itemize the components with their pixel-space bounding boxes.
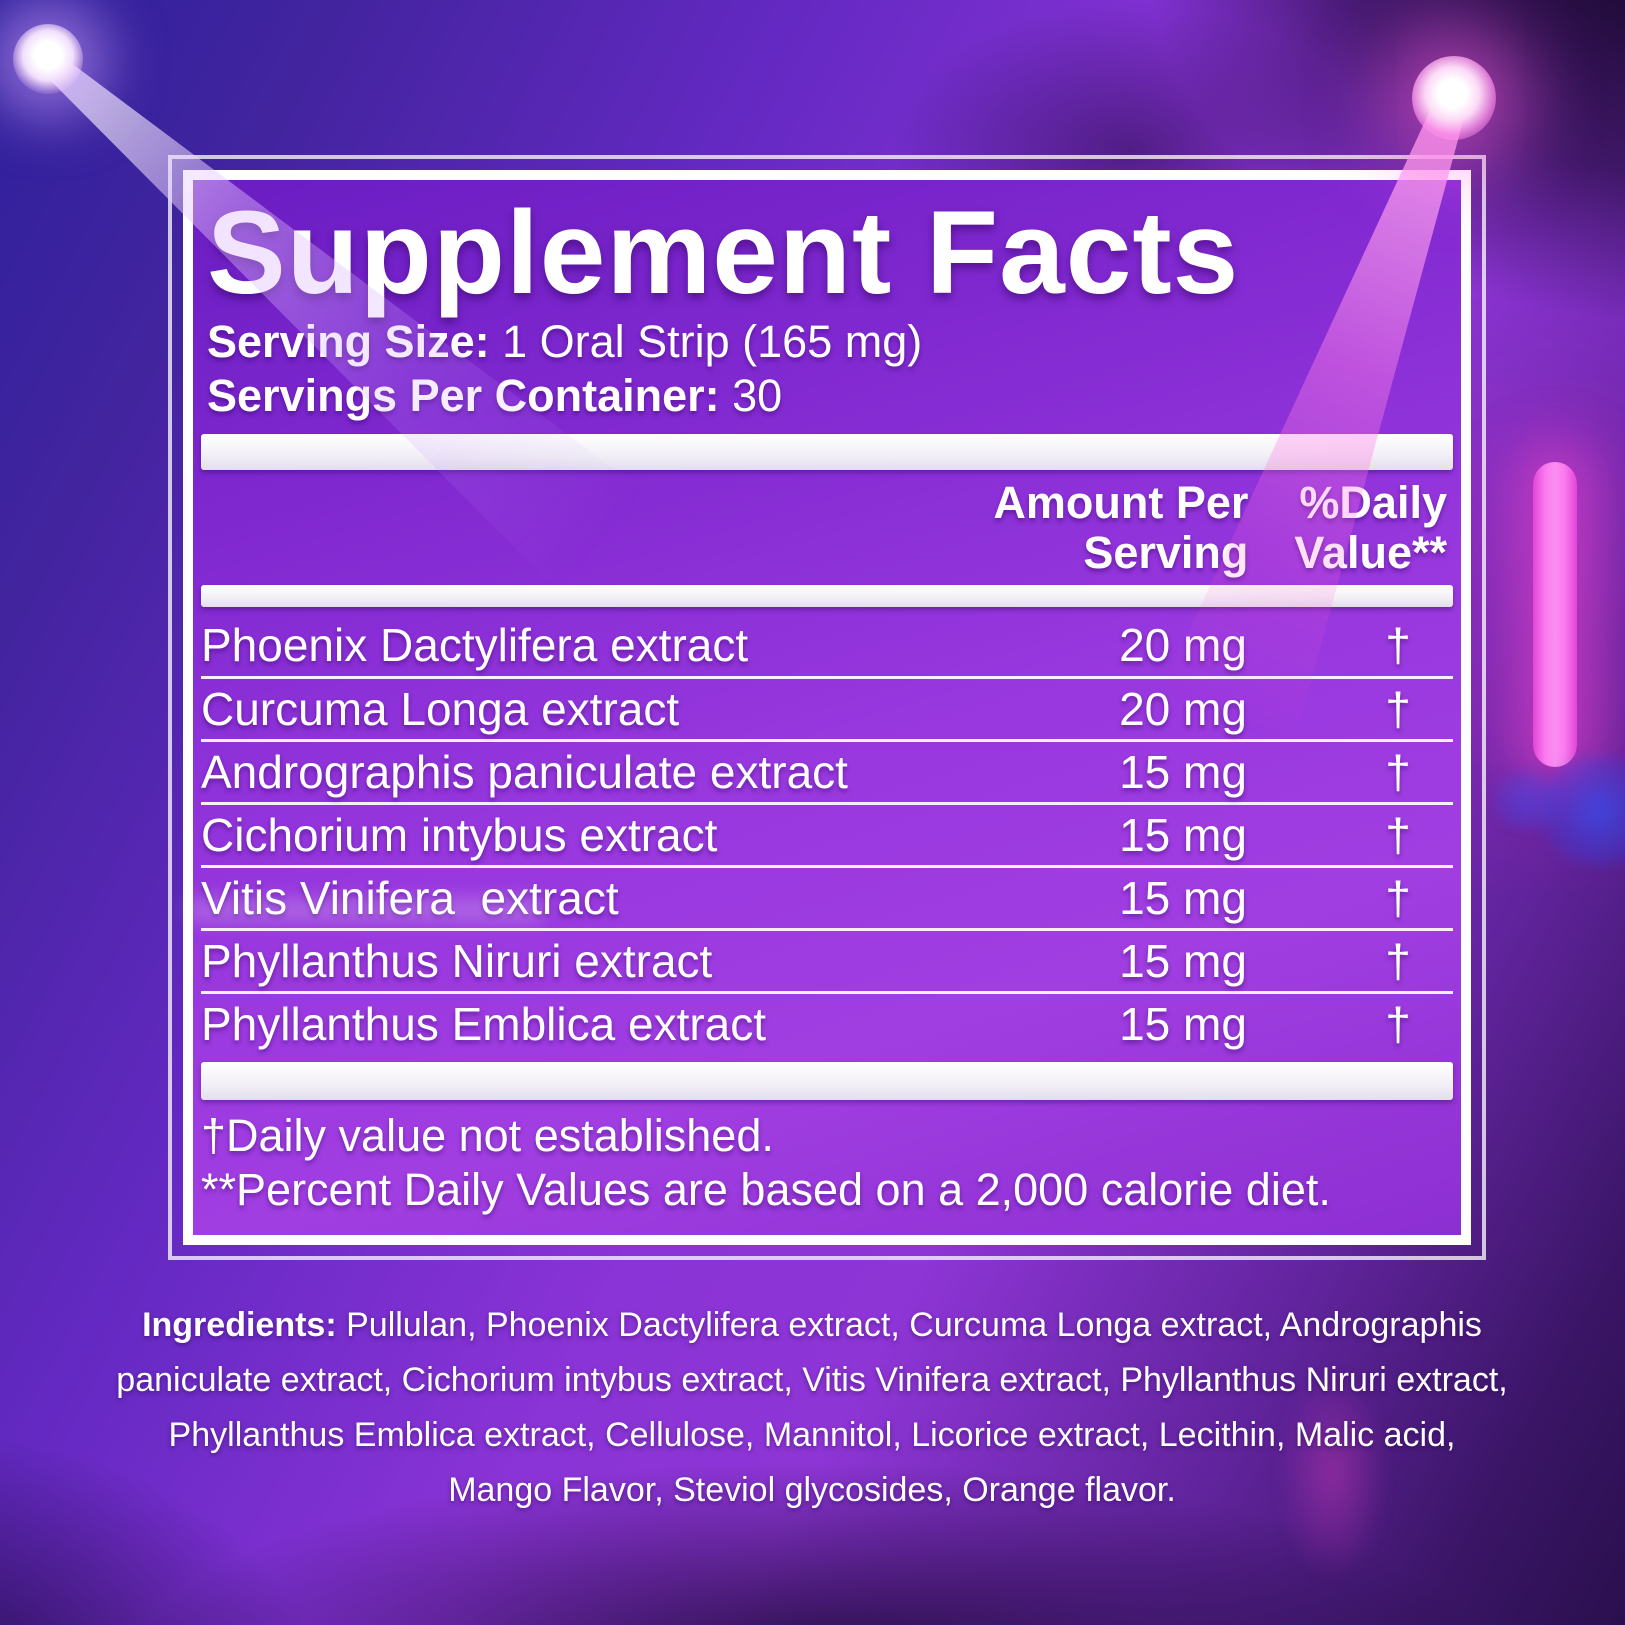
footnote-daily-value: †Daily value not established. [201, 1110, 774, 1162]
table-row: Phyllanthus Niruri extract 15 mg † [201, 928, 1453, 991]
servings-per-container-label: Servings Per Container: [207, 370, 720, 422]
ingredient-amount: 15 mg [1119, 746, 1247, 799]
ingredient-amount: 20 mg [1119, 618, 1247, 671]
daily-value-symbol: † [1385, 998, 1411, 1051]
daily-value-symbol: † [1385, 935, 1411, 988]
ingredient-table: Phoenix Dactylifera extract 20 mg † Curc… [201, 613, 1453, 1054]
spotlight-lamp-right [1412, 56, 1496, 140]
daily-value-symbol: † [1385, 746, 1411, 799]
ingredient-name: Phoenix Dactylifera extract [201, 618, 749, 671]
serving-size-line: Serving Size: 1 Oral Strip (165 mg) [207, 316, 1453, 367]
blue-bokeh-glow [1540, 756, 1625, 866]
ingredients-paragraph: Ingredients: Pullulan, Phoenix Dactylife… [112, 1298, 1512, 1518]
table-row: Curcuma Longa extract 20 mg † [201, 676, 1453, 739]
table-row: Phoenix Dactylifera extract 20 mg † [201, 613, 1453, 676]
neon-tube-light [1533, 462, 1577, 767]
amount-per-serving-header: Amount Per Serving [993, 477, 1249, 578]
ingredient-name: Curcuma Longa extract [201, 683, 680, 736]
table-row: Andrographis paniculate extract 15 mg † [201, 739, 1453, 802]
table-row: Phyllanthus Emblica extract 15 mg † [201, 991, 1453, 1054]
divider-bar-bottom [201, 1062, 1453, 1101]
ingredient-amount: 15 mg [1119, 872, 1247, 925]
divider-bar-top [201, 434, 1453, 471]
daily-value-symbol: † [1385, 618, 1411, 671]
daily-value-symbol: † [1385, 809, 1411, 862]
daily-value-symbol: † [1385, 872, 1411, 925]
table-row: Vitis Vinifera extract 15 mg † [201, 865, 1453, 928]
ingredient-amount: 15 mg [1119, 998, 1247, 1051]
ingredient-name: Cichorium intybus extract [201, 809, 718, 862]
ingredients-label: Ingredients: [142, 1306, 337, 1344]
serving-size-value: 1 Oral Strip (165 mg) [489, 316, 923, 367]
blue-bokeh-glow-small [1492, 770, 1562, 830]
table-row: Cichorium intybus extract 15 mg † [201, 802, 1453, 865]
table-header-row: Amount Per Serving %Daily Value** [201, 478, 1453, 577]
divider-bar-header [201, 585, 1453, 608]
daily-value-symbol: † [1385, 683, 1411, 736]
panel-title: Supplement Facts [207, 187, 1240, 319]
ingredient-name: Phyllanthus Niruri extract [201, 935, 713, 988]
servings-per-container-line: Servings Per Container: 30 [207, 372, 1453, 420]
spotlight-lamp-left [13, 24, 83, 94]
ingredient-amount: 15 mg [1119, 809, 1247, 862]
ingredient-name: Vitis Vinifera extract [201, 872, 619, 925]
ingredient-name: Andrographis paniculate extract [201, 746, 848, 799]
ingredient-amount: 15 mg [1119, 935, 1247, 988]
supplement-facts-panel: Supplement Facts Serving Size: 1 Oral St… [168, 155, 1486, 1260]
servings-per-container-value: 30 [719, 370, 783, 422]
daily-value-header: %Daily Value** [1294, 477, 1447, 578]
ingredient-name: Phyllanthus Emblica extract [201, 998, 767, 1051]
footnote-percent-dv: **Percent Daily Values are based on a 2,… [201, 1163, 1331, 1215]
ingredients-text: Pullulan, Phoenix Dactylifera extract, C… [116, 1306, 1508, 1510]
serving-size-label: Serving Size: [207, 316, 490, 367]
ingredient-amount: 20 mg [1119, 683, 1247, 736]
